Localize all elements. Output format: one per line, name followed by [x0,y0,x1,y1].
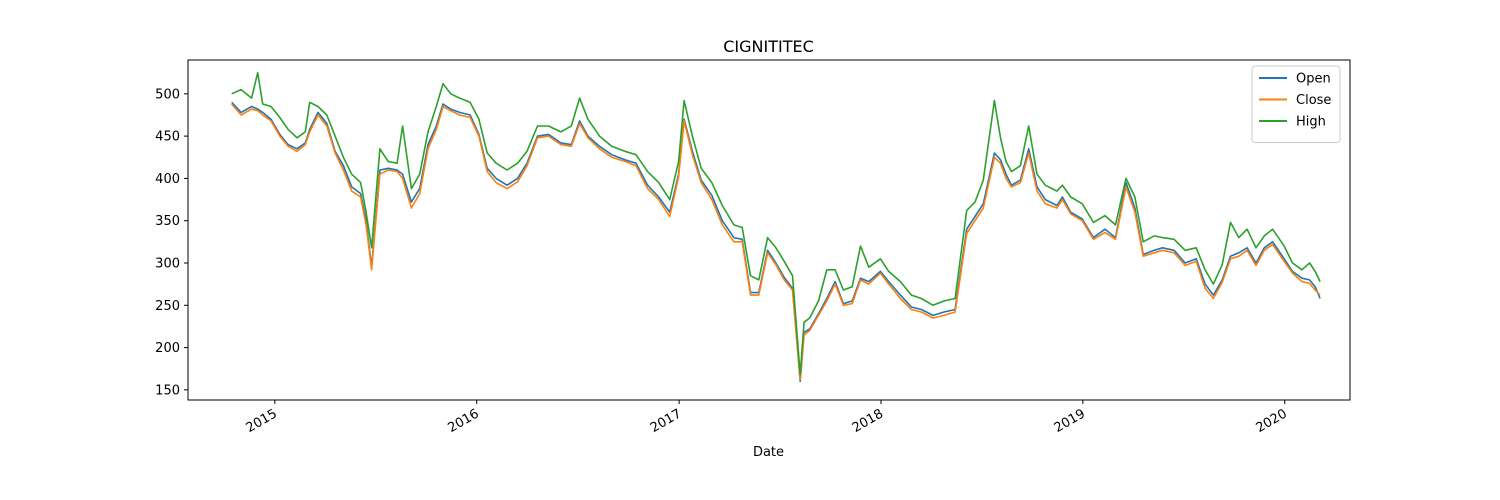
y-tick-label: 450 [155,130,180,145]
legend-frame [1251,65,1341,143]
y-tick-label: 500 [155,87,180,102]
series-layer [231,71,1321,383]
y-tick-label: 400 [155,172,180,187]
y-tick-label: 200 [155,341,180,356]
legend: Open Close High [1251,65,1341,143]
y-tick-label: 300 [155,256,180,271]
y-tick-label: 250 [155,299,180,314]
plot-area-frame [187,59,1351,401]
legend-label-close: Close [1296,93,1331,108]
x-axis-label: Date [753,445,784,460]
y-tick-label: 350 [155,214,180,229]
series-line-close [231,103,1321,381]
y-axis: 150 200 250 300 350 400 450 500 [155,87,188,398]
legend-label-open: Open [1296,72,1331,87]
chart-title: CIGNITITEC [723,37,814,56]
series-line-high [231,71,1321,376]
legend-label-high: High [1296,115,1326,130]
y-tick-label: 150 [155,383,180,398]
